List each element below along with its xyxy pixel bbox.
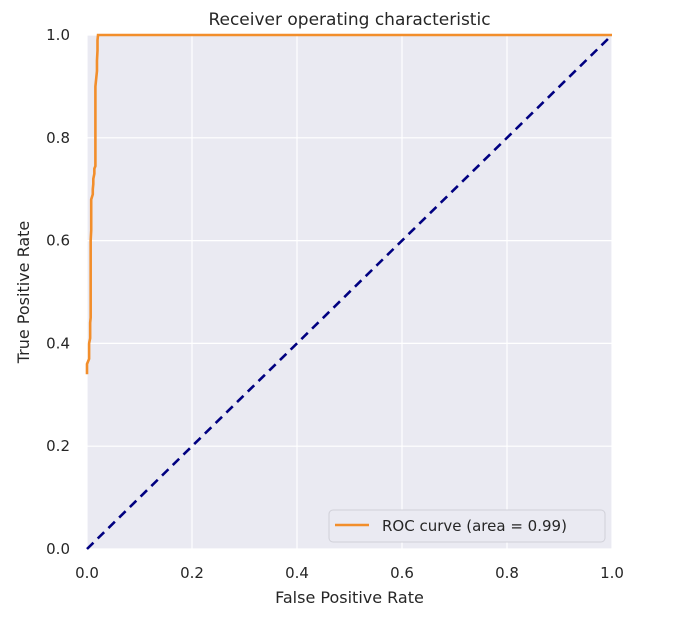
x-tick-label: 0.2 (180, 564, 204, 582)
x-tick-label: 0.0 (75, 564, 99, 582)
x-tick-label: 0.6 (390, 564, 414, 582)
y-tick-label: 0.2 (46, 437, 70, 455)
legend: ROC curve (area = 0.99) (328, 509, 606, 543)
y-tick-label: 0.0 (46, 540, 70, 558)
legend-box (328, 509, 606, 543)
x-tick-label: 0.8 (495, 564, 519, 582)
roc-curve-line (85, 33, 612, 375)
y-axis-label: True Positive Rate (14, 221, 33, 365)
y-tick-label: 0.6 (46, 232, 70, 250)
grid-lines (86, 34, 613, 550)
legend-label: ROC curve (area = 0.99) (382, 517, 567, 535)
x-axis-label: False Positive Rate (275, 588, 424, 607)
y-tick-label: 0.4 (46, 334, 70, 352)
series-layer (85, 33, 613, 550)
diagonal-reference-line (86, 34, 613, 550)
chart-title: Receiver operating characteristic (208, 10, 490, 30)
x-tick-label: 0.4 (285, 564, 309, 582)
x-tick-label: 1.0 (600, 564, 624, 582)
y-tick-label: 1.0 (46, 26, 70, 44)
tick-labels: 0.0 0.2 0.4 0.6 0.8 1.0 0.0 0.2 0.4 0.6 0.8 1.0 (46, 26, 624, 582)
y-tick-label: 0.8 (46, 129, 70, 147)
